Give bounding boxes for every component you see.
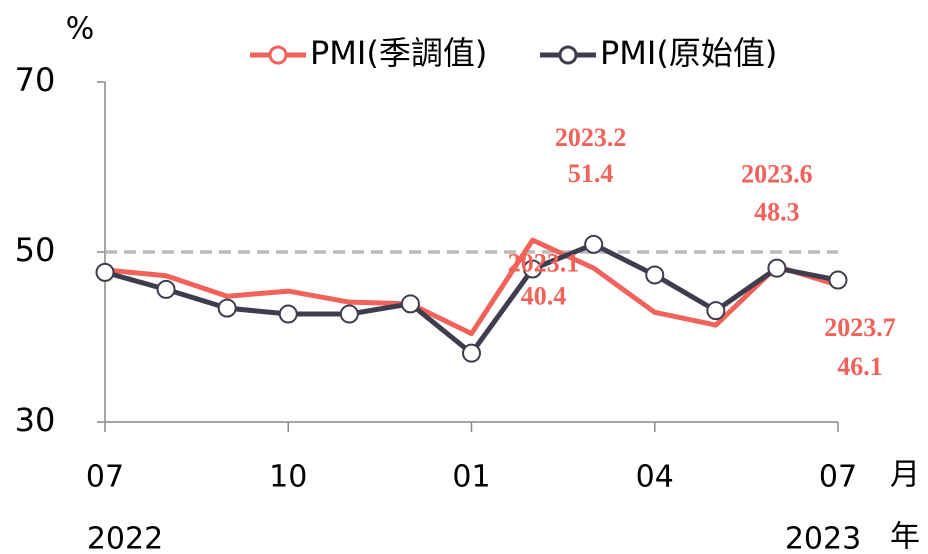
series-line (104, 237, 839, 337)
annotation-date: 2023.2 (555, 123, 627, 152)
series-line (104, 241, 839, 356)
y-tick-label: 50 (15, 231, 56, 269)
annotation-date: 2023.6 (741, 159, 813, 188)
x-tick-label: 07 (819, 460, 857, 495)
data-point (278, 304, 298, 324)
legend-label: PMI(原始值) (600, 34, 777, 72)
data-point (767, 258, 787, 278)
data-point (523, 259, 543, 279)
data-point (339, 304, 359, 324)
data-point (706, 301, 726, 321)
legend-marker (268, 45, 288, 65)
annotation-date: 2023.7 (824, 313, 896, 342)
data-point (462, 343, 481, 363)
x-tick-label: 10 (269, 460, 307, 495)
y-axis-label: % (66, 12, 95, 47)
y-tick-label: 70 (15, 61, 56, 99)
data-point (828, 270, 848, 290)
annotation-value: 48.3 (754, 197, 800, 226)
annotation-date: 2023.1 (508, 249, 580, 278)
data-point (400, 294, 420, 314)
x-unit-label: 月 (890, 458, 920, 493)
year-label: 2022 (87, 522, 163, 554)
data-point (156, 279, 176, 299)
legend-marker (558, 45, 578, 65)
data-point (584, 234, 604, 254)
x-tick-label: 01 (452, 460, 490, 495)
x-tick-label: 07 (86, 460, 124, 495)
y-tick-label: 30 (15, 401, 56, 439)
annotation-value: 46.1 (837, 352, 883, 381)
annotation-value: 40.4 (521, 282, 567, 311)
x-tick-label: 04 (636, 460, 674, 495)
annotation-value: 51.4 (568, 159, 614, 188)
year-label: 2023 (785, 522, 861, 554)
year-unit-label: 年 (890, 520, 920, 554)
data-point (645, 265, 665, 285)
data-point (95, 262, 115, 282)
legend-label: PMI(季調值) (310, 34, 487, 72)
data-point (217, 298, 237, 318)
